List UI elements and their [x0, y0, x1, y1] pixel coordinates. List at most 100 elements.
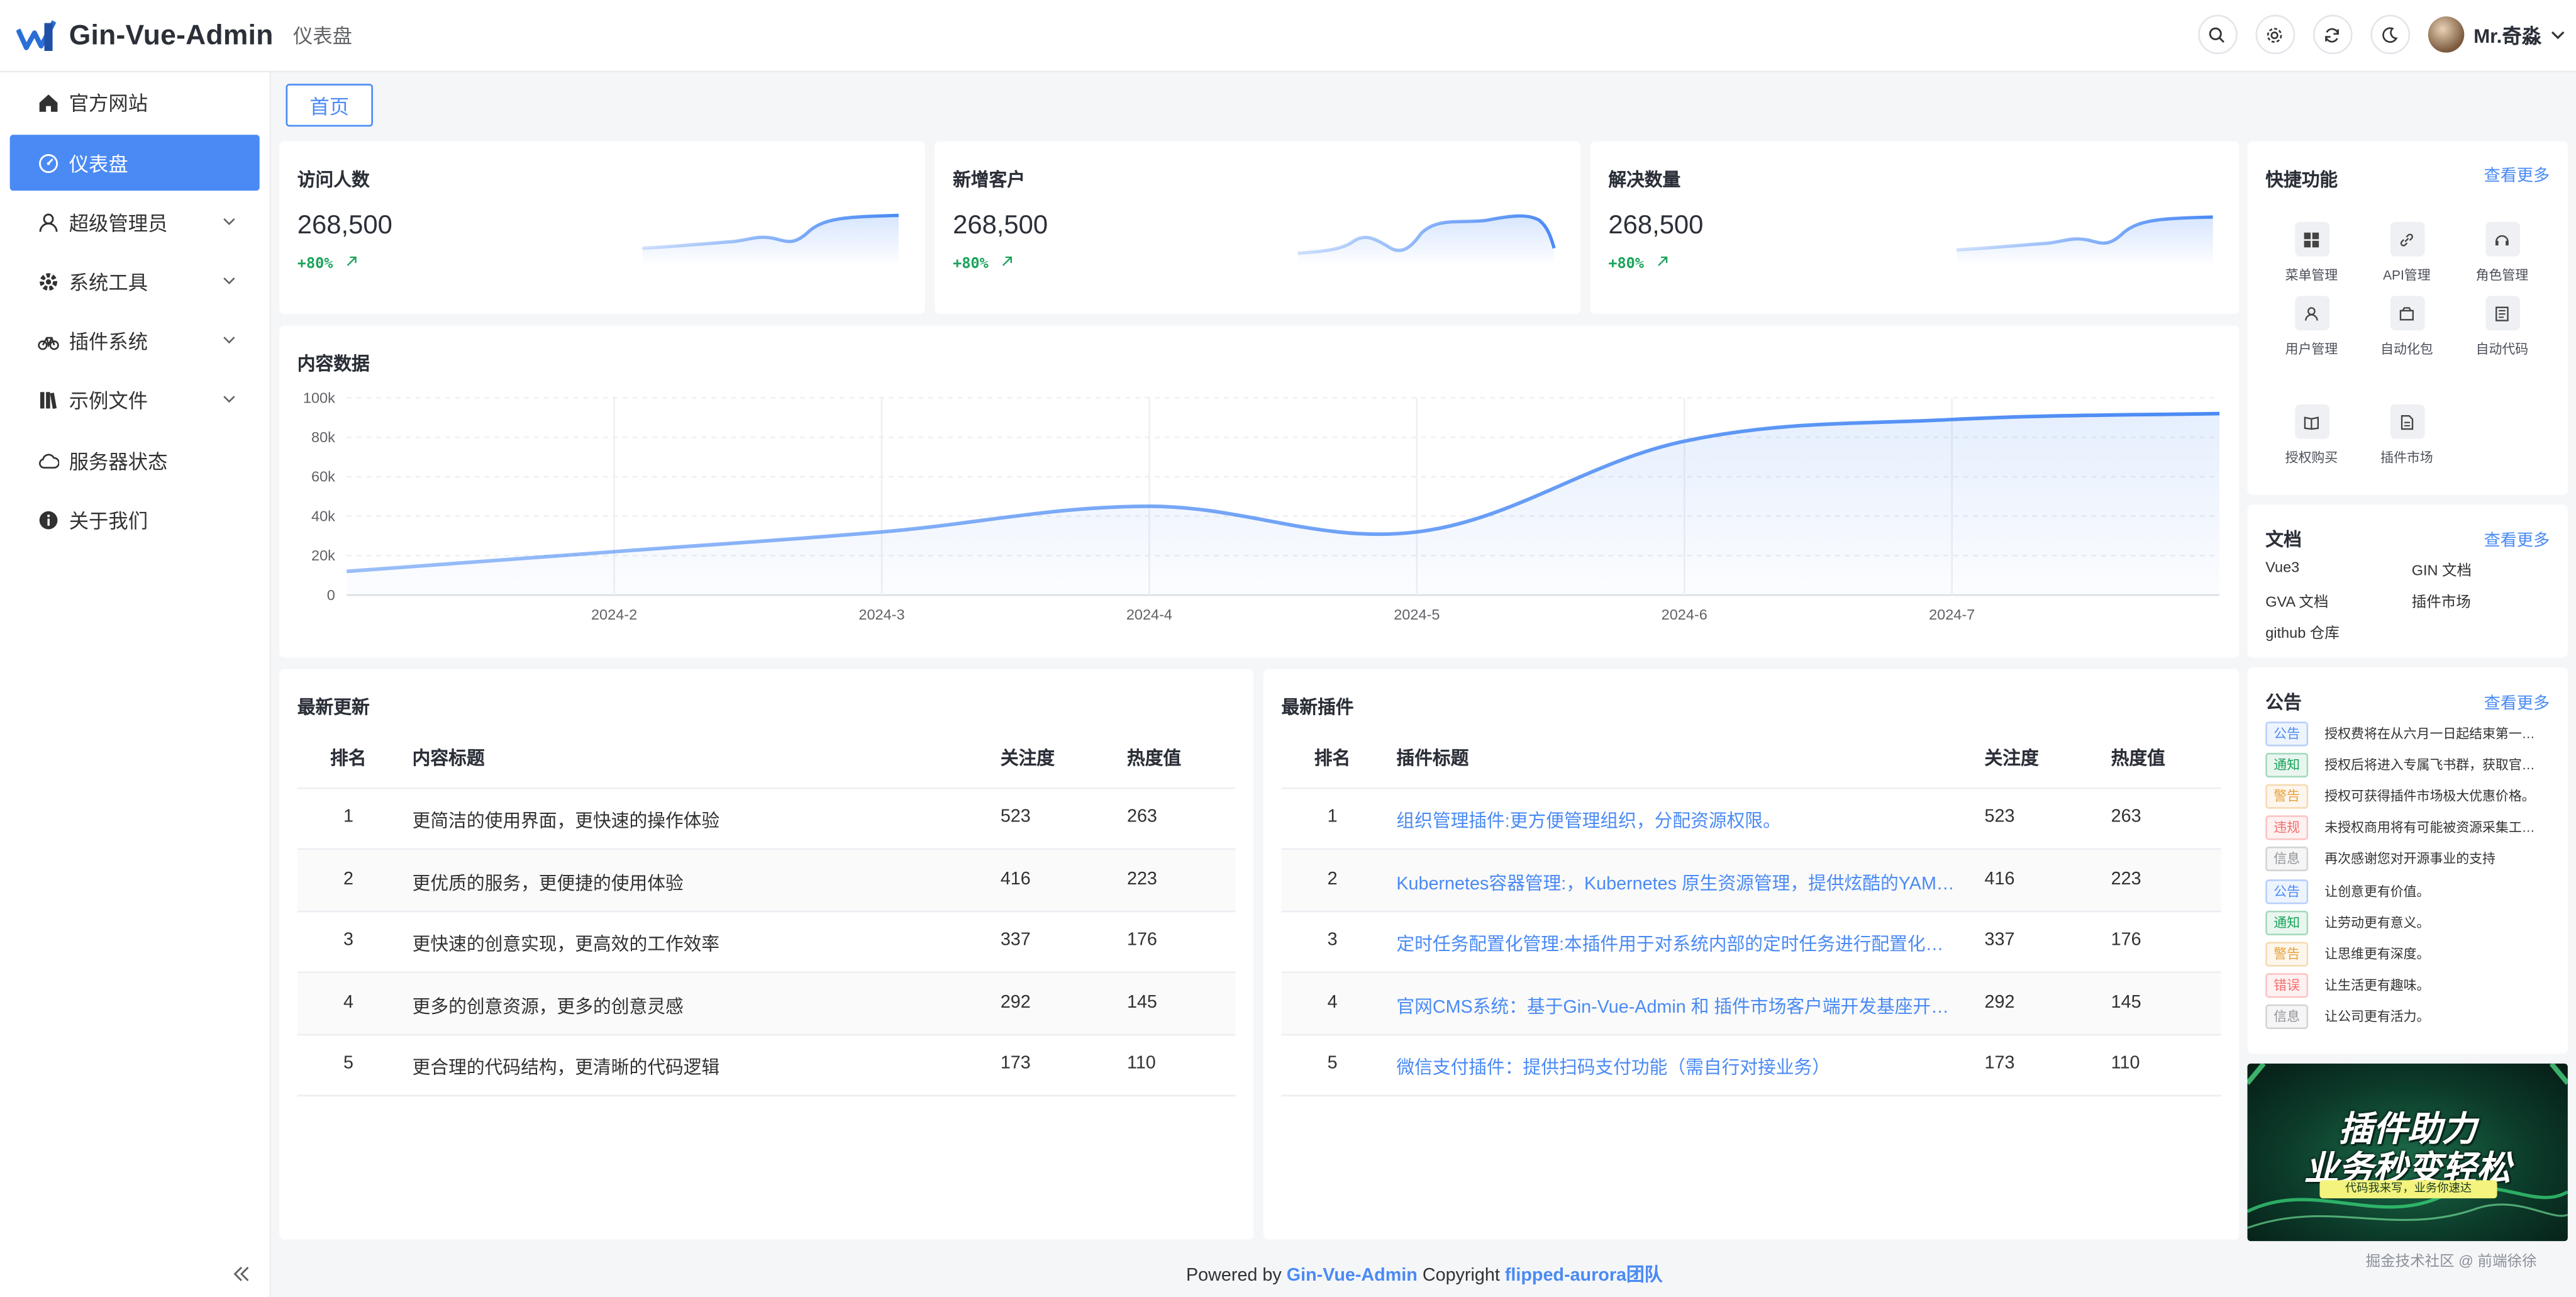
notice-tag: 错误 [2265, 973, 2309, 998]
table-row[interactable]: 1 更简洁的使用界面，更快速的操作体验 523 263 [297, 788, 1236, 850]
notice-text: 让公司更有活力。 [2324, 1010, 2430, 1025]
notices-more-link[interactable]: 查看更多 [2484, 695, 2550, 714]
title-cell[interactable]: 组织管理插件:更方便管理组织，分配资源权限。 [1396, 812, 1781, 832]
table-row[interactable]: 2 更优质的服务，更便捷的使用体验 416 223 [297, 849, 1236, 912]
rank-cell: 3 [1327, 930, 1338, 950]
banner-subtitle: 代码我来写，业务你速达 [2319, 1180, 2497, 1199]
notice-tag: 公告 [2265, 878, 2309, 904]
search-button[interactable] [2197, 14, 2237, 55]
doc-link-plugin-market[interactable]: 插件市场 [2411, 593, 2471, 610]
chart-y-tick-label: 0 [327, 587, 335, 603]
col-header: 排名 [1314, 749, 1351, 770]
quick-item-role[interactable]: 角色管理 [2461, 221, 2543, 284]
banner-headline-1: 插件助力 [2338, 1111, 2477, 1149]
quick-item-autopackage[interactable]: 自动化包 [2366, 296, 2448, 358]
chart-series-line [346, 411, 2220, 574]
sidebar-item-about-us[interactable]: 关于我们 [10, 491, 260, 547]
table-row[interactable]: 5 更合理的代码结构，更清晰的代码逻辑 173 110 [297, 1034, 1236, 1097]
notice-item[interactable]: 违规 未授权商用将有可能被资源采集工… [2265, 815, 2545, 840]
footer-brand-link[interactable]: Gin-Vue-Admin [1286, 1266, 1418, 1286]
arrow-up-right-icon [1002, 256, 1012, 266]
table-header-row [297, 725, 1236, 789]
quick-item-menu[interactable]: 菜单管理 [2270, 221, 2353, 284]
table-row[interactable]: 3 更快速的创意实现，更高效的工作效率 337 176 [297, 911, 1236, 974]
table-row[interactable]: 1 组织管理插件:更方便管理组织，分配资源权限。 523 263 [1281, 788, 2221, 850]
sidebar-item-official-site[interactable]: 官方网站 [10, 74, 260, 130]
doc-link-gva[interactable]: GVA 文档 [2265, 593, 2329, 610]
doc-link-gin[interactable]: GIN 文档 [2411, 562, 2472, 579]
notice-item[interactable]: 公告 让创意更有价值。 [2265, 878, 2545, 904]
sidebar-item-example-files[interactable]: 示例文件 [10, 372, 260, 428]
footer-copyright: Copyright [1422, 1266, 1500, 1286]
gear-icon [40, 272, 57, 290]
chart-x-tick-label: 2024-6 [1662, 606, 1707, 623]
col-header: 排名 [330, 749, 367, 770]
notice-item[interactable]: 通知 授权后将进入专属飞书群，获取官… [2265, 752, 2545, 777]
col-header: 热度值 [2111, 749, 2165, 770]
doc-link-github[interactable]: github 仓库 [2265, 625, 2340, 642]
footer-team-link[interactable]: flipped-aurora团队 [1504, 1266, 1663, 1286]
attention-cell: 523 [1000, 807, 1031, 827]
title-cell[interactable]: Kubernetes容器管理:，Kubernetes 原生资源管理，提供炫酷的Y… [1396, 874, 1955, 894]
tab-home[interactable]: 首页 [286, 84, 373, 127]
title-cell[interactable]: 微信支付插件：提供扫码支付功能（需自行对接业务） [1396, 1059, 1830, 1079]
doc-link-vue3[interactable]: Vue3 [2265, 559, 2300, 576]
table-row[interactable]: 5 微信支付插件：提供扫码支付功能（需自行对接业务） 173 110 [1281, 1034, 2221, 1097]
quick-item-api[interactable]: API管理 [2366, 221, 2448, 284]
quick-more-link[interactable]: 查看更多 [2484, 167, 2550, 186]
dark-mode-button[interactable] [2370, 14, 2410, 55]
docs-more-link[interactable]: 查看更多 [2484, 532, 2550, 551]
table-row[interactable]: 4 更多的创意资源，更多的创意灵感 292 145 [297, 972, 1236, 1035]
notice-tag: 通知 [2265, 910, 2309, 935]
notice-tag: 警告 [2265, 784, 2309, 809]
logo[interactable]: Gin-Vue-Admin [16, 17, 274, 53]
notice-item[interactable]: 信息 让公司更有活力。 [2265, 1005, 2545, 1030]
heat-cell: 223 [1126, 869, 1157, 889]
search-icon [2209, 26, 2225, 42]
settings-button[interactable] [2255, 14, 2295, 55]
username[interactable]: Mr.奇淼 [2473, 23, 2542, 47]
notice-item[interactable]: 公告 授权费将在从六月一日起结束第一… [2265, 720, 2545, 746]
title-cell[interactable]: 官网CMS系统：基于Gin-Vue-Admin 和 插件市场客户端开发基座开… [1396, 997, 1949, 1017]
avatar[interactable] [2427, 16, 2464, 53]
notice-tag: 信息 [2265, 847, 2309, 872]
notice-item[interactable]: 通知 让劳动更有意义。 [2265, 910, 2545, 935]
sidebar-item-dashboard[interactable]: 仪表盘 [9, 135, 260, 191]
attention-cell: 337 [1000, 930, 1031, 950]
docs-title: 文档 [2265, 531, 2302, 551]
chart-x-tick-label: 2024-7 [1929, 606, 1975, 623]
chevron-down-icon[interactable] [2550, 26, 2566, 43]
table-row[interactable]: 3 定时任务配置化管理:本插件用于对系统内部的定时任务进行配置化管… 337 176 [1281, 911, 2221, 974]
quick-item-plugin-market[interactable]: 插件市场 [2366, 404, 2448, 467]
stat-value: 268,500 [297, 212, 392, 240]
quick-item-license[interactable]: 授权购买 [2270, 404, 2353, 467]
sidebar-item-plugin-system[interactable]: 插件系统 [10, 313, 260, 369]
table-title: 最新更新 [297, 698, 370, 719]
notice-item[interactable]: 信息 再次感谢您对开源事业的支持 [2265, 847, 2545, 872]
chart-y-tick-label: 60k [311, 469, 335, 485]
sidebar-item-system-tools[interactable]: 系统工具 [10, 253, 260, 309]
chart-y-tick-label: 100k [303, 389, 335, 406]
notice-item[interactable]: 警告 授权可获得插件市场极大优惠价格。 [2265, 784, 2545, 809]
refresh-button[interactable] [2312, 14, 2352, 55]
table-row[interactable]: 4 官网CMS系统：基于Gin-Vue-Admin 和 插件市场客户端开发基座开…… [1281, 972, 2221, 1035]
quick-item-autocode[interactable]: 自动代码 [2461, 296, 2543, 358]
notice-item[interactable]: 错误 让生活更有趣味。 [2265, 973, 2545, 998]
document-icon [2401, 414, 2414, 429]
quick-item-label: 自动代码 [2475, 342, 2529, 357]
col-header: 关注度 [1984, 749, 2039, 770]
quick-item-user[interactable]: 用户管理 [2270, 296, 2353, 358]
sidebar-item-server-status[interactable]: 服务器状态 [10, 432, 260, 488]
promo-banner[interactable]: 插件助力 业务秒变轻松 代码我来写，业务你速达 [2247, 1063, 2568, 1242]
docs-card: 文档 查看更多 Vue3 GIN 文档 GVA 文档 插件市场 github 仓… [2247, 504, 2568, 658]
table-row[interactable]: 2 Kubernetes容器管理:，Kubernetes 原生资源管理，提供炫酷的… [1281, 849, 2221, 912]
brand-name: Gin-Vue-Admin [69, 19, 274, 50]
sidebar-item-super-admin[interactable]: 超级管理员 [10, 194, 260, 250]
title-cell[interactable]: 定时任务配置化管理:本插件用于对系统内部的定时任务进行配置化管… [1396, 935, 1955, 955]
sidebar-item-label: 插件系统 [69, 329, 148, 353]
notice-item[interactable]: 警告 让思维更有深度。 [2265, 942, 2545, 967]
notice-text: 让劳动更有意义。 [2324, 915, 2430, 930]
title-cell: 更多的创意资源，更多的创意灵感 [412, 997, 684, 1017]
collapse-sidebar-icon[interactable] [231, 1264, 251, 1284]
notice-text: 授权后将进入专属飞书群，获取官… [2324, 757, 2535, 772]
